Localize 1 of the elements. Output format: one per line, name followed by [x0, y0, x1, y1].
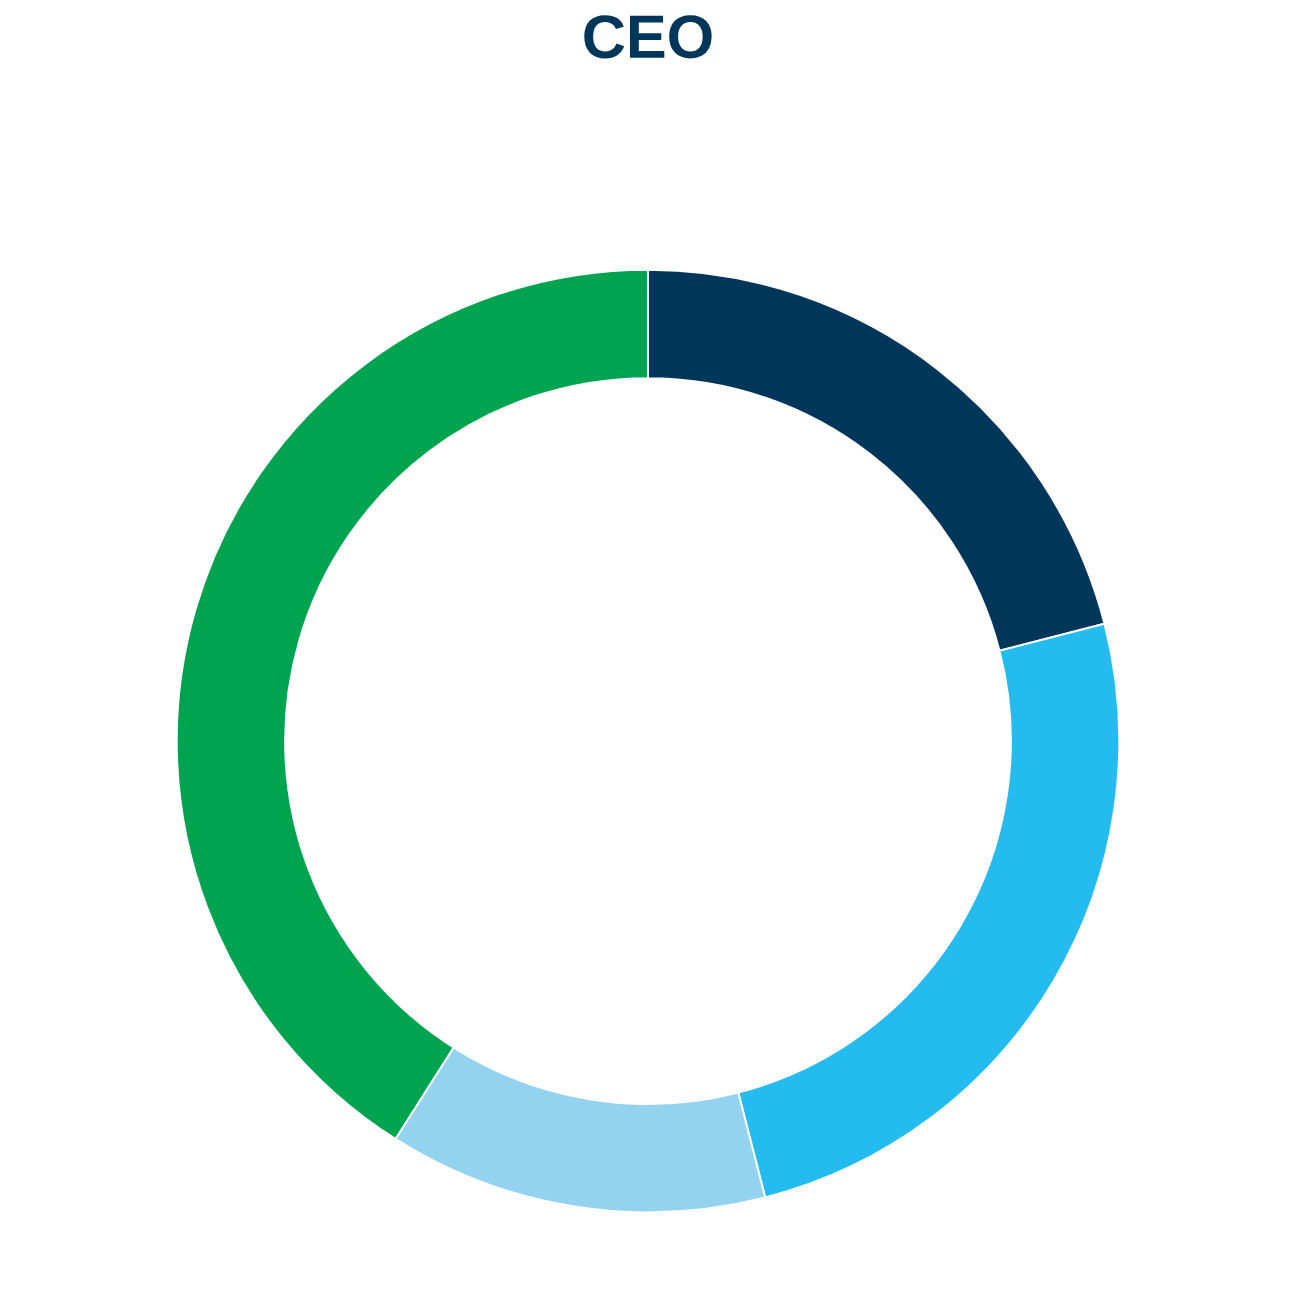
chart-title: CEO — [584, 15, 712, 59]
